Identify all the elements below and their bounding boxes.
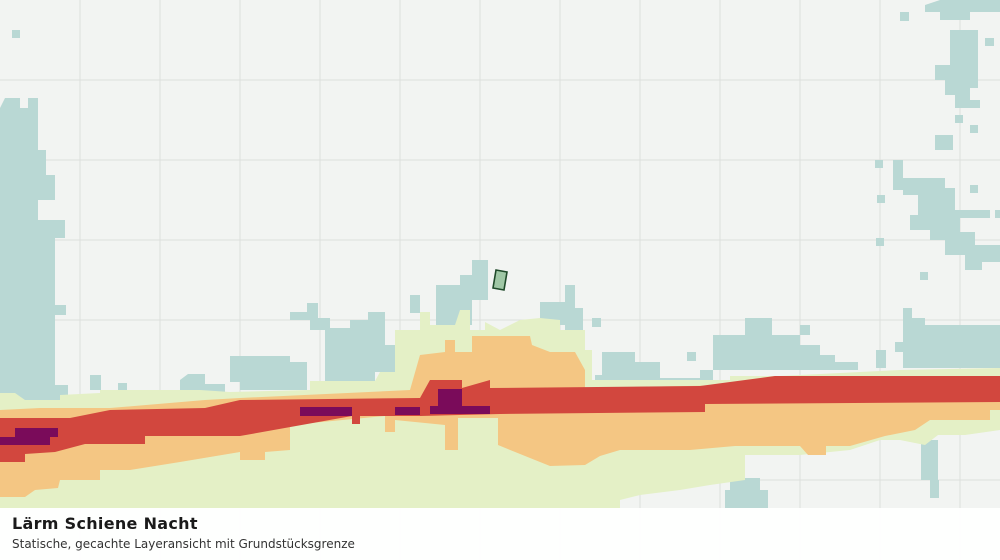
map-title: Lärm Schiene Nacht bbox=[12, 514, 198, 533]
noise-zone-very-high bbox=[0, 389, 490, 445]
map-subtitle: Statische, gecachte Layeransicht mit Gru… bbox=[12, 537, 355, 551]
noise-zone-high bbox=[0, 376, 1000, 462]
noise-zone-medium bbox=[0, 336, 1000, 497]
parcel-boundary bbox=[492, 269, 508, 291]
caption-panel: Lärm Schiene Nacht Statische, gecachte L… bbox=[0, 508, 1000, 560]
